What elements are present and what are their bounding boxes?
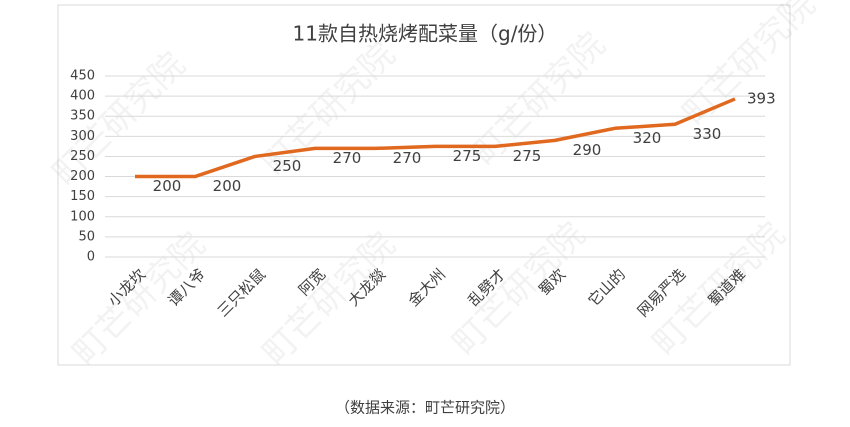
y-tick-label: 300 bbox=[70, 129, 95, 144]
source-note: （数据来源：町芒研究院） bbox=[335, 399, 515, 417]
watermark: 町芒研究院 bbox=[45, 45, 193, 193]
data-line bbox=[135, 97, 736, 179]
y-tick-label: 100 bbox=[70, 209, 95, 224]
value-label: 200 bbox=[153, 177, 182, 195]
y-tick-label: 0 bbox=[87, 250, 95, 265]
y-tick-label: 150 bbox=[70, 189, 95, 204]
watermark: 町芒研究院 bbox=[65, 225, 213, 373]
value-label: 250 bbox=[273, 157, 302, 175]
y-tick-label: 350 bbox=[70, 109, 95, 124]
watermark: 町芒研究院 bbox=[255, 225, 403, 373]
value-label: 275 bbox=[453, 147, 482, 165]
y-tick-label: 200 bbox=[70, 169, 95, 184]
value-label: 270 bbox=[333, 149, 362, 167]
chart-title: 11款自热烧烤配菜量（g/份） bbox=[293, 22, 558, 46]
x-tick-label: 金大州 bbox=[404, 265, 449, 310]
y-tick-label: 250 bbox=[70, 149, 95, 164]
y-tick-label: 400 bbox=[70, 89, 95, 104]
x-tick-label: 它山的 bbox=[584, 265, 629, 310]
value-label: 320 bbox=[633, 129, 662, 147]
value-label: 393 bbox=[747, 89, 776, 107]
x-tick-label: 三只松鼠 bbox=[214, 265, 269, 320]
value-label: 290 bbox=[573, 141, 602, 159]
value-label: 330 bbox=[693, 125, 722, 143]
value-label: 275 bbox=[513, 147, 542, 165]
y-tick-label: 50 bbox=[78, 229, 95, 244]
chart-frame bbox=[57, 4, 791, 366]
value-label: 200 bbox=[213, 177, 242, 195]
y-tick-label: 450 bbox=[70, 69, 95, 84]
value-label: 270 bbox=[393, 149, 422, 167]
